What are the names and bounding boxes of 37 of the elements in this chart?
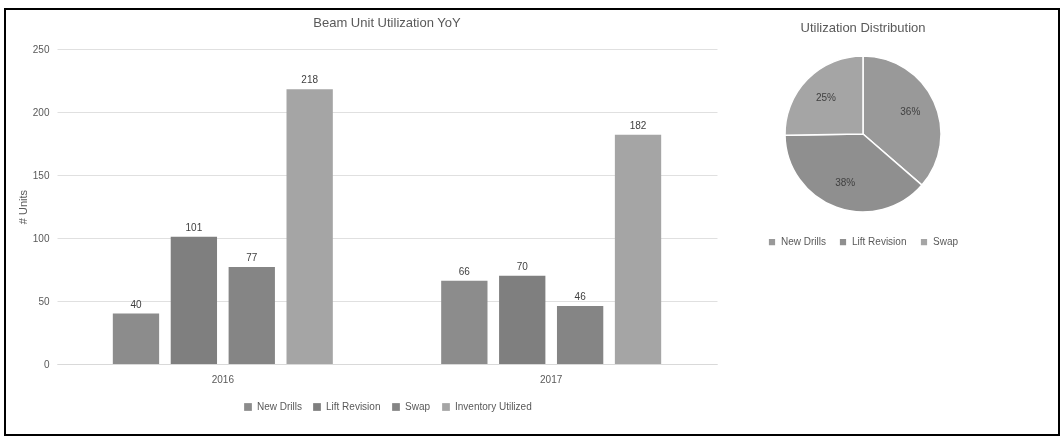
bar: [228, 266, 275, 364]
data-label: 70: [516, 260, 529, 272]
data-label: 40: [130, 298, 142, 310]
data-label: 101: [185, 221, 203, 233]
y-tick-label: 0: [43, 358, 50, 370]
data-label: 182: [629, 119, 647, 131]
bar: [112, 313, 160, 364]
x-tick-label: 2016: [211, 373, 235, 385]
legend-label: Inventory Utilized: [455, 401, 532, 412]
legend-label: New Drills: [257, 401, 302, 412]
y-tick-label: 250: [32, 43, 50, 55]
y-axis-title: # Units: [16, 189, 29, 225]
data-label: 218: [301, 74, 319, 86]
data-label: 25%: [815, 91, 837, 103]
bar: [441, 280, 488, 364]
legend-label: Swap: [933, 236, 959, 248]
data-label: 46: [574, 291, 587, 303]
bar: [556, 306, 604, 364]
y-tick-label: 100: [32, 232, 50, 244]
chart-title: Beam Unit Utilization YoY: [313, 15, 462, 30]
data-label: 36%: [900, 106, 921, 118]
bar: [499, 275, 546, 364]
legend-label: Lift Revision: [326, 401, 381, 412]
bar: [614, 134, 662, 364]
y-tick-label: 150: [32, 169, 50, 181]
bar: [170, 236, 218, 364]
chart-title: Utilization Distribution: [800, 20, 926, 35]
data-label: 77: [246, 251, 258, 263]
y-tick-label: 200: [32, 106, 50, 118]
data-label: 38%: [835, 176, 856, 188]
legend-label: Swap: [405, 401, 431, 412]
legend-label: Lift Revision: [852, 236, 907, 248]
legend-label: New Drills: [781, 236, 826, 248]
y-tick-label: 50: [38, 295, 50, 307]
bar: [286, 89, 333, 364]
x-tick-label: 2017: [540, 373, 563, 385]
data-label: 66: [458, 265, 471, 277]
